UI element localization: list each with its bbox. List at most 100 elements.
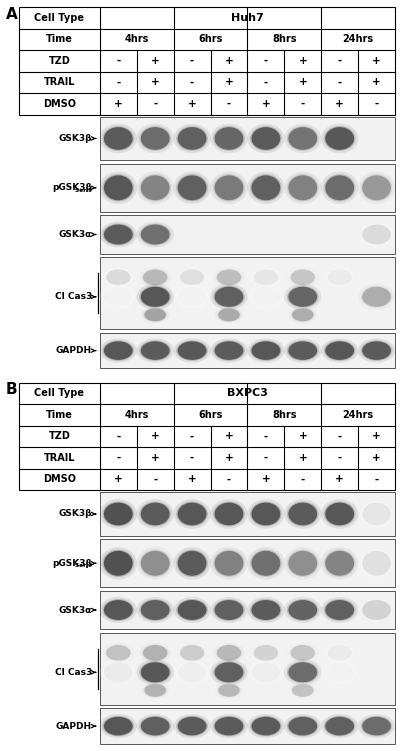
Ellipse shape	[102, 267, 134, 288]
Ellipse shape	[247, 597, 284, 623]
Ellipse shape	[144, 309, 166, 321]
Ellipse shape	[362, 341, 391, 360]
Ellipse shape	[176, 550, 208, 577]
Text: 6hrs: 6hrs	[198, 410, 223, 420]
Ellipse shape	[361, 502, 392, 526]
Text: -: -	[338, 431, 342, 442]
Ellipse shape	[173, 339, 211, 363]
Ellipse shape	[218, 684, 240, 697]
Ellipse shape	[136, 499, 174, 529]
Ellipse shape	[102, 550, 134, 577]
Text: B: B	[6, 382, 18, 397]
Ellipse shape	[287, 716, 318, 736]
Ellipse shape	[250, 340, 282, 360]
Ellipse shape	[213, 661, 245, 683]
Ellipse shape	[176, 643, 208, 663]
Text: TRAIL: TRAIL	[44, 453, 75, 463]
Ellipse shape	[213, 643, 245, 663]
Text: +: +	[372, 453, 381, 463]
Text: +: +	[224, 77, 233, 87]
Ellipse shape	[102, 643, 134, 663]
Ellipse shape	[173, 124, 211, 153]
Ellipse shape	[214, 127, 243, 149]
Ellipse shape	[247, 339, 284, 363]
Ellipse shape	[325, 662, 354, 683]
Bar	[100, 492, 395, 535]
Ellipse shape	[213, 285, 245, 308]
Bar	[19, 7, 395, 115]
Ellipse shape	[180, 270, 204, 285]
Text: -: -	[374, 475, 379, 484]
Ellipse shape	[284, 597, 322, 623]
Ellipse shape	[362, 600, 391, 620]
Ellipse shape	[250, 643, 282, 663]
Ellipse shape	[324, 267, 356, 288]
Text: DMSO: DMSO	[43, 99, 76, 109]
Ellipse shape	[213, 340, 245, 360]
Ellipse shape	[362, 502, 391, 525]
Ellipse shape	[139, 224, 171, 246]
Text: +: +	[151, 453, 160, 463]
Ellipse shape	[178, 175, 206, 201]
Ellipse shape	[139, 599, 171, 621]
Ellipse shape	[100, 499, 137, 529]
Ellipse shape	[287, 502, 318, 526]
Ellipse shape	[176, 599, 208, 621]
Ellipse shape	[328, 270, 352, 285]
Ellipse shape	[173, 284, 211, 310]
Ellipse shape	[100, 124, 137, 153]
Ellipse shape	[139, 340, 171, 360]
Ellipse shape	[287, 174, 318, 201]
Ellipse shape	[292, 684, 314, 697]
Ellipse shape	[252, 600, 280, 620]
Text: Cl Cas3: Cl Cas3	[54, 292, 92, 301]
Ellipse shape	[358, 171, 395, 204]
Ellipse shape	[247, 124, 284, 153]
Ellipse shape	[252, 716, 280, 735]
Ellipse shape	[214, 502, 243, 525]
Ellipse shape	[139, 550, 171, 577]
Ellipse shape	[214, 341, 243, 360]
Ellipse shape	[324, 643, 356, 663]
Ellipse shape	[173, 499, 211, 529]
Bar	[100, 257, 395, 329]
Ellipse shape	[324, 599, 356, 621]
Ellipse shape	[288, 287, 317, 307]
Ellipse shape	[362, 716, 391, 735]
Text: -: -	[227, 475, 231, 484]
Text: -: -	[338, 453, 342, 463]
Text: -: -	[227, 99, 231, 109]
Ellipse shape	[217, 683, 241, 698]
Bar	[100, 539, 395, 587]
Ellipse shape	[173, 714, 211, 738]
Ellipse shape	[358, 499, 395, 529]
Ellipse shape	[104, 175, 133, 201]
Text: +: +	[262, 475, 270, 484]
Text: +: +	[224, 56, 233, 66]
Ellipse shape	[141, 662, 170, 683]
Text: +: +	[188, 99, 196, 109]
Ellipse shape	[254, 645, 278, 661]
Text: +: +	[372, 56, 381, 66]
Ellipse shape	[100, 222, 137, 248]
Ellipse shape	[361, 285, 392, 308]
Ellipse shape	[289, 269, 316, 286]
Ellipse shape	[328, 645, 352, 661]
Ellipse shape	[252, 341, 280, 360]
Ellipse shape	[178, 341, 206, 360]
Ellipse shape	[104, 716, 133, 735]
Ellipse shape	[362, 287, 391, 307]
Ellipse shape	[139, 174, 171, 201]
Ellipse shape	[321, 659, 358, 686]
Text: -: -	[190, 56, 194, 66]
Ellipse shape	[102, 340, 134, 360]
Ellipse shape	[210, 499, 248, 529]
Ellipse shape	[250, 661, 282, 683]
Ellipse shape	[102, 661, 134, 683]
Text: 6hrs: 6hrs	[198, 35, 223, 44]
Text: GSK3α: GSK3α	[58, 230, 92, 239]
Ellipse shape	[254, 270, 278, 285]
Ellipse shape	[287, 126, 318, 151]
Text: -: -	[264, 453, 268, 463]
Ellipse shape	[136, 171, 174, 204]
